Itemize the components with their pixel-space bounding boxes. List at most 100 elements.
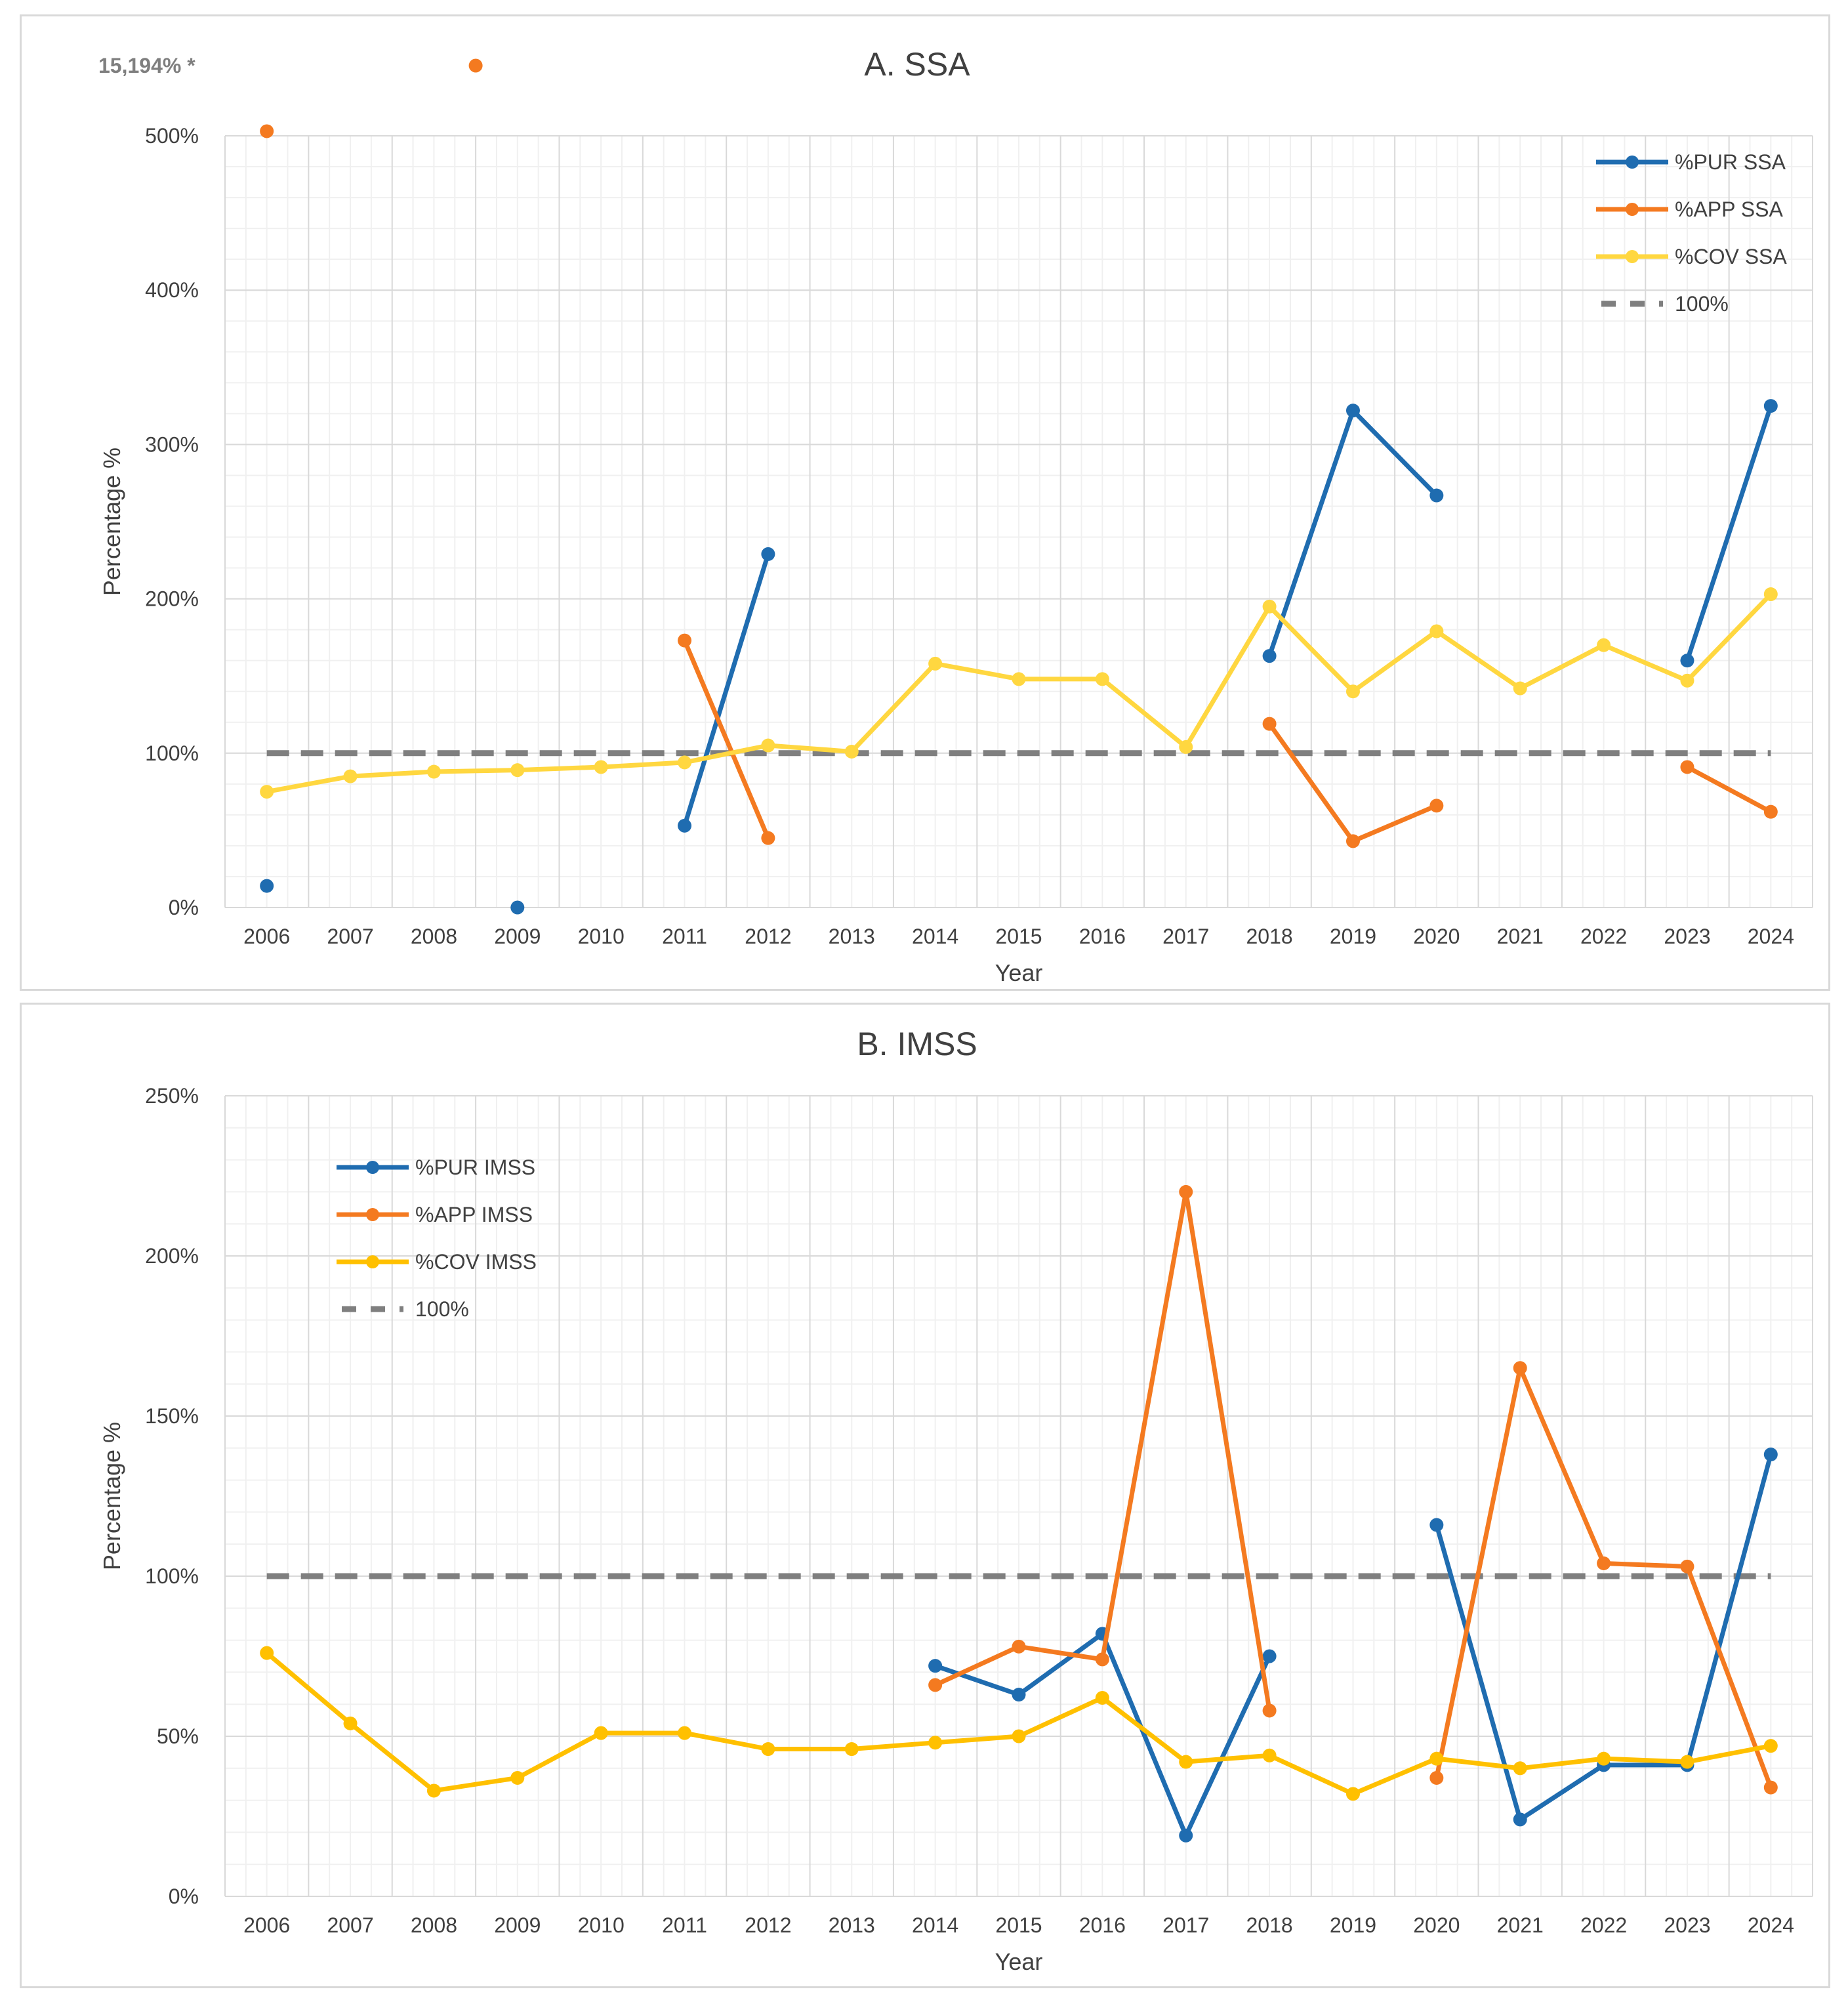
outlier-point (468, 58, 483, 73)
legend-swatch-marker (1626, 203, 1639, 216)
pct-cov-ssa-point (343, 769, 358, 783)
y-tick-label: 100% (145, 1564, 199, 1588)
x-tick-label: 2012 (745, 925, 791, 948)
pct-app-imss-line-segment (1099, 1189, 1189, 1662)
legend-label: %COV IMSS (415, 1250, 537, 1274)
y-tick-label: 0% (169, 896, 199, 919)
y-tick-label: 500% (145, 124, 199, 148)
pct-cov-ssa-point (594, 760, 608, 774)
pct-app-ssa-point (1680, 760, 1694, 774)
legend-label: 100% (1675, 292, 1729, 316)
pct-cov-imss-point (1680, 1755, 1694, 1769)
x-tick-label: 2023 (1664, 1913, 1710, 1937)
pct-pur-imss-line-segment (1685, 1452, 1773, 1768)
pct-app-imss-line-segment (933, 1644, 1021, 1688)
pct-pur-imss-line-segment (1016, 1631, 1105, 1698)
pct-cov-imss-line-segment (1350, 1756, 1439, 1797)
pct-cov-imss-line-segment (682, 1730, 771, 1752)
pct-pur-ssa-point (1262, 649, 1277, 663)
pct-app-imss-line-segment (1517, 1366, 1607, 1566)
legend-label: %PUR SSA (1675, 150, 1786, 174)
legend-label: 100% (415, 1297, 469, 1321)
pct-cov-imss-line-segment (431, 1775, 520, 1793)
pct-app-ssa-line-segment (1685, 764, 1773, 814)
pct-cov-imss-point (1012, 1729, 1026, 1743)
pct-app-ssa-line-segment (1350, 803, 1439, 844)
pct-app-imss-point (928, 1678, 943, 1692)
pct-cov-ssa-point (1012, 672, 1026, 686)
x-tick-label: 2013 (829, 925, 875, 948)
pct-app-imss-point (1763, 1780, 1778, 1795)
outlier-label: 15,194% * (98, 54, 195, 77)
x-tick-label: 2021 (1497, 1913, 1544, 1937)
x-tick-label: 2016 (1079, 925, 1126, 948)
x-tick-label: 2022 (1580, 1913, 1627, 1937)
pct-cov-ssa-line-segment (1099, 677, 1189, 749)
pct-cov-ssa-line-segment (766, 743, 854, 754)
x-tick-label: 2016 (1079, 1913, 1126, 1937)
pct-cov-imss-line-segment (849, 1740, 938, 1752)
x-tick-label: 2014 (912, 1913, 958, 1937)
pct-cov-ssa-line-segment (264, 774, 353, 795)
pct-cov-ssa-line-segment (1517, 642, 1607, 691)
legend-label: %APP SSA (1675, 198, 1783, 221)
pct-cov-ssa-line-segment (1685, 592, 1773, 683)
x-axis-title: Year (995, 1948, 1043, 1975)
pct-cov-imss-point (260, 1646, 274, 1660)
y-axis-title: Percentage % (98, 448, 125, 596)
pct-cov-ssa-point (510, 763, 525, 778)
pct-cov-ssa-line-segment (1601, 642, 1690, 683)
x-tick-label: 2019 (1330, 925, 1376, 948)
pct-app-imss-line-segment (1601, 1560, 1690, 1569)
x-tick-label: 2012 (745, 1913, 791, 1937)
pct-cov-imss-point (678, 1726, 692, 1740)
x-tick-label: 2015 (995, 925, 1042, 948)
y-axis-title: Percentage % (98, 1422, 125, 1570)
pct-cov-ssa-point (426, 764, 441, 779)
pct-app-imss-point (1680, 1559, 1694, 1574)
pct-cov-ssa-line-segment (515, 764, 604, 773)
y-tick-label: 250% (145, 1084, 199, 1108)
x-tick-label: 2009 (494, 925, 541, 948)
pct-pur-ssa-point (1680, 654, 1694, 668)
x-tick-label: 2007 (327, 925, 373, 948)
pct-cov-imss-point (1345, 1787, 1360, 1801)
y-tick-label: 150% (145, 1404, 199, 1428)
chart-title: B. IMSS (857, 1026, 977, 1062)
pct-cov-imss-line-segment (1016, 1695, 1105, 1739)
pct-cov-ssa-point (1179, 740, 1193, 754)
pct-cov-ssa-point (1262, 599, 1277, 614)
pct-pur-ssa-point (260, 879, 274, 893)
pct-cov-ssa-point (1429, 624, 1444, 638)
pct-app-imss-line-segment (1016, 1644, 1105, 1662)
y-tick-label: 50% (157, 1724, 199, 1748)
chart-title: A. SSA (864, 46, 970, 83)
pct-cov-imss-point (1179, 1755, 1193, 1769)
pct-cov-imss-point (1763, 1739, 1778, 1753)
pct-cov-ssa-point (844, 744, 859, 759)
pct-cov-ssa-point (1597, 638, 1611, 652)
pct-cov-ssa-point (1763, 587, 1778, 602)
pct-app-ssa-point (678, 633, 692, 648)
y-tick-label: 400% (145, 278, 199, 302)
pct-pur-imss-point (1012, 1688, 1026, 1702)
x-tick-label: 2015 (995, 1913, 1042, 1937)
pct-pur-ssa-line-segment (1267, 408, 1355, 659)
x-tick-label: 2014 (912, 925, 958, 948)
pct-app-ssa-point (761, 831, 775, 845)
pct-cov-ssa-line-segment (1267, 604, 1355, 694)
pct-cov-imss-line-segment (1099, 1695, 1189, 1764)
pct-app-ssa-point (1345, 834, 1360, 848)
pct-cov-ssa-line-segment (1350, 629, 1439, 694)
pct-cov-ssa-point (761, 738, 775, 753)
pct-app-ssa-point (1262, 717, 1277, 731)
pct-cov-imss-line-segment (1685, 1743, 1773, 1764)
y-tick-label: 200% (145, 587, 199, 611)
pct-app-ssa-point (1763, 804, 1778, 819)
x-axis-title: Year (995, 959, 1043, 986)
pct-cov-ssa-point (260, 785, 274, 799)
y-tick-label: 100% (145, 741, 199, 765)
pct-app-ssa-point (260, 124, 274, 138)
x-tick-label: 2024 (1748, 925, 1794, 948)
x-tick-label: 2011 (662, 1913, 707, 1937)
